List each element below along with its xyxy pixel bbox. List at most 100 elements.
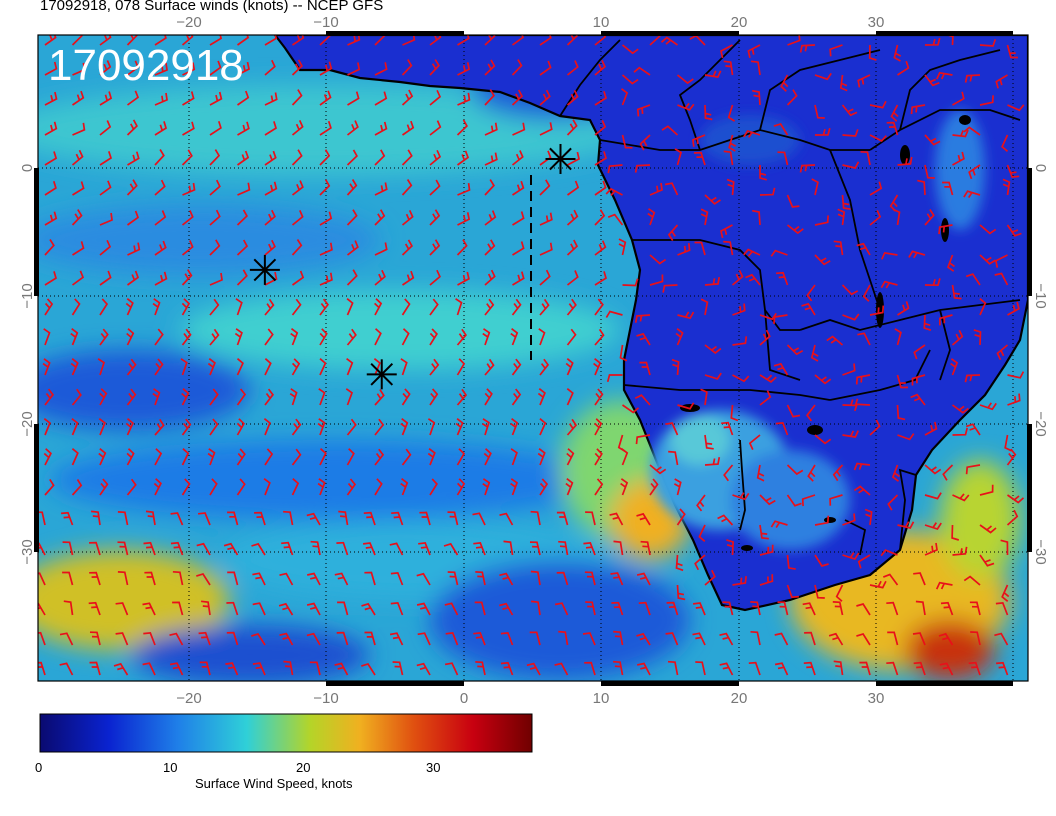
wind-barb <box>952 427 969 436</box>
wind-barb <box>499 512 514 526</box>
wind-barb <box>723 60 734 76</box>
lon-tick-top: 30 <box>868 14 885 31</box>
wind-barb <box>374 121 388 136</box>
wind-barb <box>814 127 831 136</box>
wind-barb <box>728 134 737 152</box>
wind-barb <box>209 478 218 496</box>
wind-barbs <box>38 35 1025 676</box>
wind-barb <box>44 91 58 106</box>
wind-barb <box>99 180 112 196</box>
wind-barb <box>807 464 816 482</box>
wind-barb <box>43 328 51 346</box>
graticule <box>38 35 1028 681</box>
wind-barb <box>152 298 161 316</box>
wind-barb <box>99 91 113 106</box>
wind-barb <box>374 182 388 196</box>
wind-barb <box>896 404 906 421</box>
wind-barb <box>484 298 495 316</box>
wind-barb <box>759 390 772 406</box>
wind-barb <box>419 511 431 526</box>
wind-barb <box>732 374 750 383</box>
wind-barb <box>389 632 404 646</box>
wind-barb <box>704 457 721 466</box>
wind-barb <box>1006 509 1019 526</box>
lat-tick-right: 0 <box>1032 164 1049 172</box>
wind-barb <box>374 269 386 286</box>
lon-tick-bottom: −20 <box>176 690 201 707</box>
wind-barb <box>38 631 46 646</box>
wind-barb <box>234 328 243 346</box>
wind-barb <box>894 328 902 346</box>
wind-barb <box>89 571 101 586</box>
wind-barb <box>841 284 859 296</box>
wind-barb <box>594 151 608 166</box>
wind-barb <box>537 448 546 466</box>
wind-barb <box>554 602 569 616</box>
wind-barb <box>457 182 471 196</box>
wind-barb <box>856 603 871 616</box>
wind-barb <box>668 450 679 466</box>
wind-barb <box>869 305 885 316</box>
wind-barb <box>968 661 981 676</box>
wind-barb <box>723 464 734 482</box>
wind-barb <box>677 402 695 410</box>
wind-barb <box>842 363 856 376</box>
wind-barb <box>774 632 789 646</box>
wind-barb <box>88 601 101 616</box>
wind-barb <box>252 572 266 586</box>
wind-barb <box>154 62 168 76</box>
wind-barb <box>842 398 859 407</box>
wind-barb <box>117 571 129 586</box>
wind-barb <box>252 662 266 676</box>
wind-barb <box>606 374 623 383</box>
wind-barb <box>856 632 871 646</box>
wind-barb <box>676 584 686 601</box>
wind-barb <box>71 209 83 226</box>
wind-barb <box>72 62 86 76</box>
wind-barb <box>704 344 722 354</box>
wind-barb <box>89 541 101 556</box>
wind-barb <box>473 541 486 556</box>
wind-barb <box>389 542 404 556</box>
wind-barb <box>113 662 129 676</box>
wind-barb <box>390 571 404 586</box>
wind-barb <box>499 602 514 616</box>
wind-barb <box>99 120 112 136</box>
wind-barb <box>667 660 679 676</box>
wind-barb <box>692 632 706 646</box>
wind-barb <box>979 484 994 496</box>
wind-barb <box>671 358 680 376</box>
lon-tick-top: 20 <box>731 14 748 31</box>
wind-barb <box>263 478 271 496</box>
wind-barb <box>786 404 801 418</box>
wind-barb <box>319 298 329 316</box>
wind-barb <box>786 494 802 507</box>
wind-barb <box>1006 448 1017 466</box>
wind-barb <box>924 542 938 556</box>
wind-barb <box>209 209 221 226</box>
wind-barb <box>475 661 486 676</box>
wind-barb <box>198 512 211 526</box>
wind-barb <box>759 187 776 196</box>
lat-tick-right: −10 <box>1032 283 1049 308</box>
wind-barb <box>661 125 679 136</box>
wind-barb <box>319 242 333 256</box>
wind-barb <box>636 512 651 526</box>
wind-barb <box>181 388 190 406</box>
wind-barb <box>71 270 85 286</box>
wind-barb <box>482 328 491 346</box>
wind-barb <box>319 179 331 196</box>
wind-barb <box>636 572 651 586</box>
wind-barb <box>457 35 470 46</box>
wind-barb <box>970 631 981 646</box>
wind-barb <box>374 209 386 226</box>
wind-barb <box>594 35 607 46</box>
wind-barb <box>887 631 899 646</box>
wind-barb <box>43 418 51 436</box>
wind-barb <box>44 388 54 406</box>
wind-barb <box>209 121 222 136</box>
wind-barb <box>99 478 109 496</box>
wind-barb <box>484 388 493 406</box>
wind-barb <box>634 394 651 406</box>
lat-tick-left: 0 <box>19 164 36 172</box>
